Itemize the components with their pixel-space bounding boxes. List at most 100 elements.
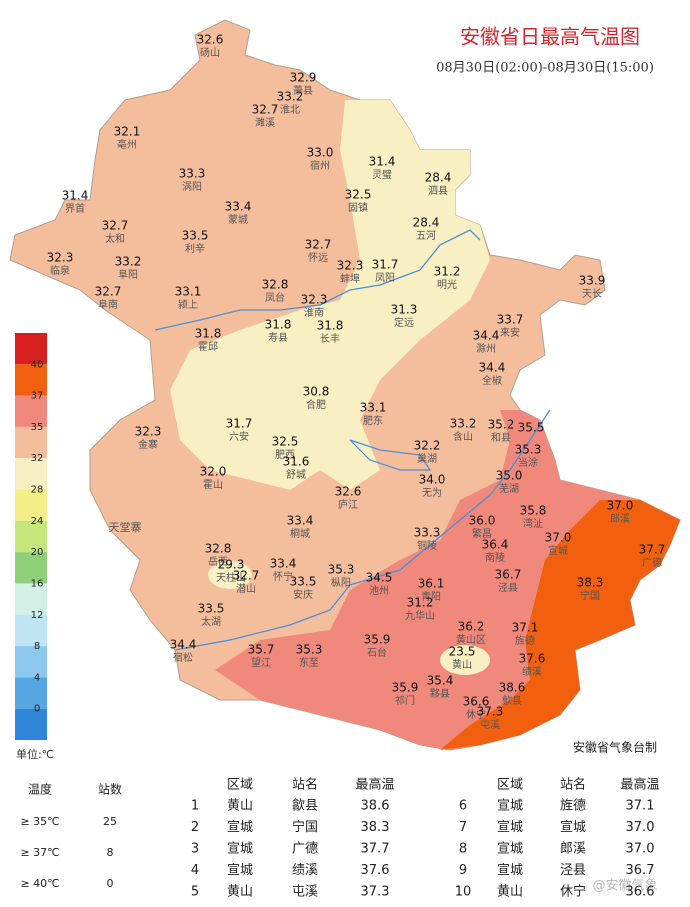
unit: 单位:℃ xyxy=(16,747,54,761)
station-value: 31.8 xyxy=(195,327,222,341)
station-name: 阜南 xyxy=(98,298,118,311)
agency: 安徽省气象台制 xyxy=(573,740,657,755)
station-name: 天柱山 xyxy=(216,571,246,584)
station-value: 33.4 xyxy=(225,200,252,214)
legend-swatch xyxy=(15,583,47,615)
station-name: 青阳 xyxy=(421,590,441,603)
station-name: 利辛 xyxy=(185,242,205,255)
station-name: 濉溪 xyxy=(255,116,275,129)
ranking-header: 区域 xyxy=(227,778,253,793)
legend-swatch xyxy=(15,520,47,553)
station-name: 长丰 xyxy=(320,332,340,345)
station-name: 阜阳 xyxy=(118,268,138,281)
ranking-cell: 37.6 xyxy=(361,863,390,878)
ranking-cell: 泾县 xyxy=(560,863,586,878)
cool-zone xyxy=(208,561,252,589)
station-name: 池州 xyxy=(369,584,389,597)
station-value: 37.6 xyxy=(519,652,546,666)
station-value: 34.0 xyxy=(419,473,446,487)
ranking-cell: 宣城 xyxy=(497,798,523,814)
station-name: 宿松 xyxy=(173,651,193,664)
station-value: 33.1 xyxy=(175,285,202,299)
station-name: 凤阳 xyxy=(375,272,395,284)
station-value: 28.4 xyxy=(413,216,440,230)
station-name: 黄山区 xyxy=(456,633,486,646)
station-name: 霍山 xyxy=(203,479,223,491)
station-name: 和县 xyxy=(491,432,511,444)
station-value: 31.2 xyxy=(434,265,461,279)
station-value: 33.4 xyxy=(287,514,314,528)
station-name: 祁门 xyxy=(395,694,415,707)
station-name: 枞阳 xyxy=(331,576,351,589)
legend-tick-label: 0 xyxy=(34,704,40,715)
station-name: 湾沚 xyxy=(523,517,543,530)
station-value: 31.7 xyxy=(226,417,253,431)
station-value: 33.0 xyxy=(307,146,334,160)
ranking-cell: 36.6 xyxy=(626,885,655,900)
station-value: 33.5 xyxy=(182,229,209,243)
station-name: 明光 xyxy=(437,278,457,291)
station-name: 宁国 xyxy=(580,589,600,602)
legend-swatch xyxy=(15,552,47,584)
station-name: 肥西 xyxy=(275,449,295,461)
stats-cell: ≥ 40℃ xyxy=(20,877,59,890)
title: 安徽省日最高气温图 xyxy=(460,25,640,49)
station-value: 28.4 xyxy=(425,171,452,185)
ranking-header: 最高温 xyxy=(620,777,659,793)
station-value: 35.9 xyxy=(364,633,391,647)
station-value: 32.3 xyxy=(47,251,74,265)
station-value: 32.0 xyxy=(200,465,227,479)
station-name: 黄山 xyxy=(452,658,472,671)
stats-cell: 8 xyxy=(107,846,114,859)
station-value: 37.7 xyxy=(639,543,666,557)
legend-tick-label: 24 xyxy=(31,516,44,527)
ranking-cell: 黄山 xyxy=(227,885,253,900)
ranking-cell: 6 xyxy=(459,799,467,814)
station-name: 南陵 xyxy=(485,551,505,564)
legend-tick-label: 37 xyxy=(31,391,44,402)
ranking-cell: 广德 xyxy=(292,842,318,857)
station-value: 35.0 xyxy=(496,469,523,483)
ranking-cell: 黄山 xyxy=(497,885,523,900)
ranking-cell: 1 xyxy=(191,799,199,814)
station-name: 亳州 xyxy=(117,138,137,151)
station-value: 31.3 xyxy=(391,303,418,317)
stats-cell: 25 xyxy=(103,815,117,828)
station-value: 37.1 xyxy=(512,621,539,635)
station-value: 38.6 xyxy=(499,681,526,695)
station-value: 35.5 xyxy=(518,421,545,435)
river xyxy=(174,409,551,651)
legend-swatch xyxy=(15,677,47,709)
station-name: 芜湖 xyxy=(499,482,519,495)
legend-tick-label: 32 xyxy=(31,453,44,464)
lake xyxy=(349,439,432,471)
station-name: 萧县 xyxy=(293,85,313,97)
ranking-cell: 37.3 xyxy=(361,885,390,900)
station-value: 36.6 xyxy=(463,695,490,709)
ranking-cell: 休宁 xyxy=(560,884,586,900)
station-value: 32.7 xyxy=(95,285,122,299)
watermark: @安徽气象 xyxy=(592,878,657,894)
station-name: 太湖 xyxy=(201,615,221,628)
station-value: 35.7 xyxy=(248,643,275,657)
ranking-cell: 9 xyxy=(459,863,467,878)
station-value: 37.0 xyxy=(545,531,572,545)
ranking-header: 站名 xyxy=(292,777,318,793)
station-name: 繁昌 xyxy=(472,527,492,540)
station-name: 蒙城 xyxy=(228,213,248,226)
station-value: 32.3 xyxy=(301,293,328,307)
ranking-header: 站名 xyxy=(560,777,586,793)
stats-header: 温度 xyxy=(28,782,52,797)
station-value: 33.1 xyxy=(360,401,387,415)
station-name: 旌德 xyxy=(515,634,535,647)
subtitle: 08月30日(02:00)-08月30日(15:00) xyxy=(436,61,654,76)
ranking-cell: 黄山 xyxy=(227,799,253,814)
ranking-cell: 10 xyxy=(455,885,472,900)
legend-tick-label: 35 xyxy=(31,422,44,433)
station-value: 33.7 xyxy=(497,313,524,327)
ranking-cell: 屯溪 xyxy=(292,885,318,900)
station-value: 35.8 xyxy=(520,504,547,518)
station-name: 滁州 xyxy=(476,342,496,355)
